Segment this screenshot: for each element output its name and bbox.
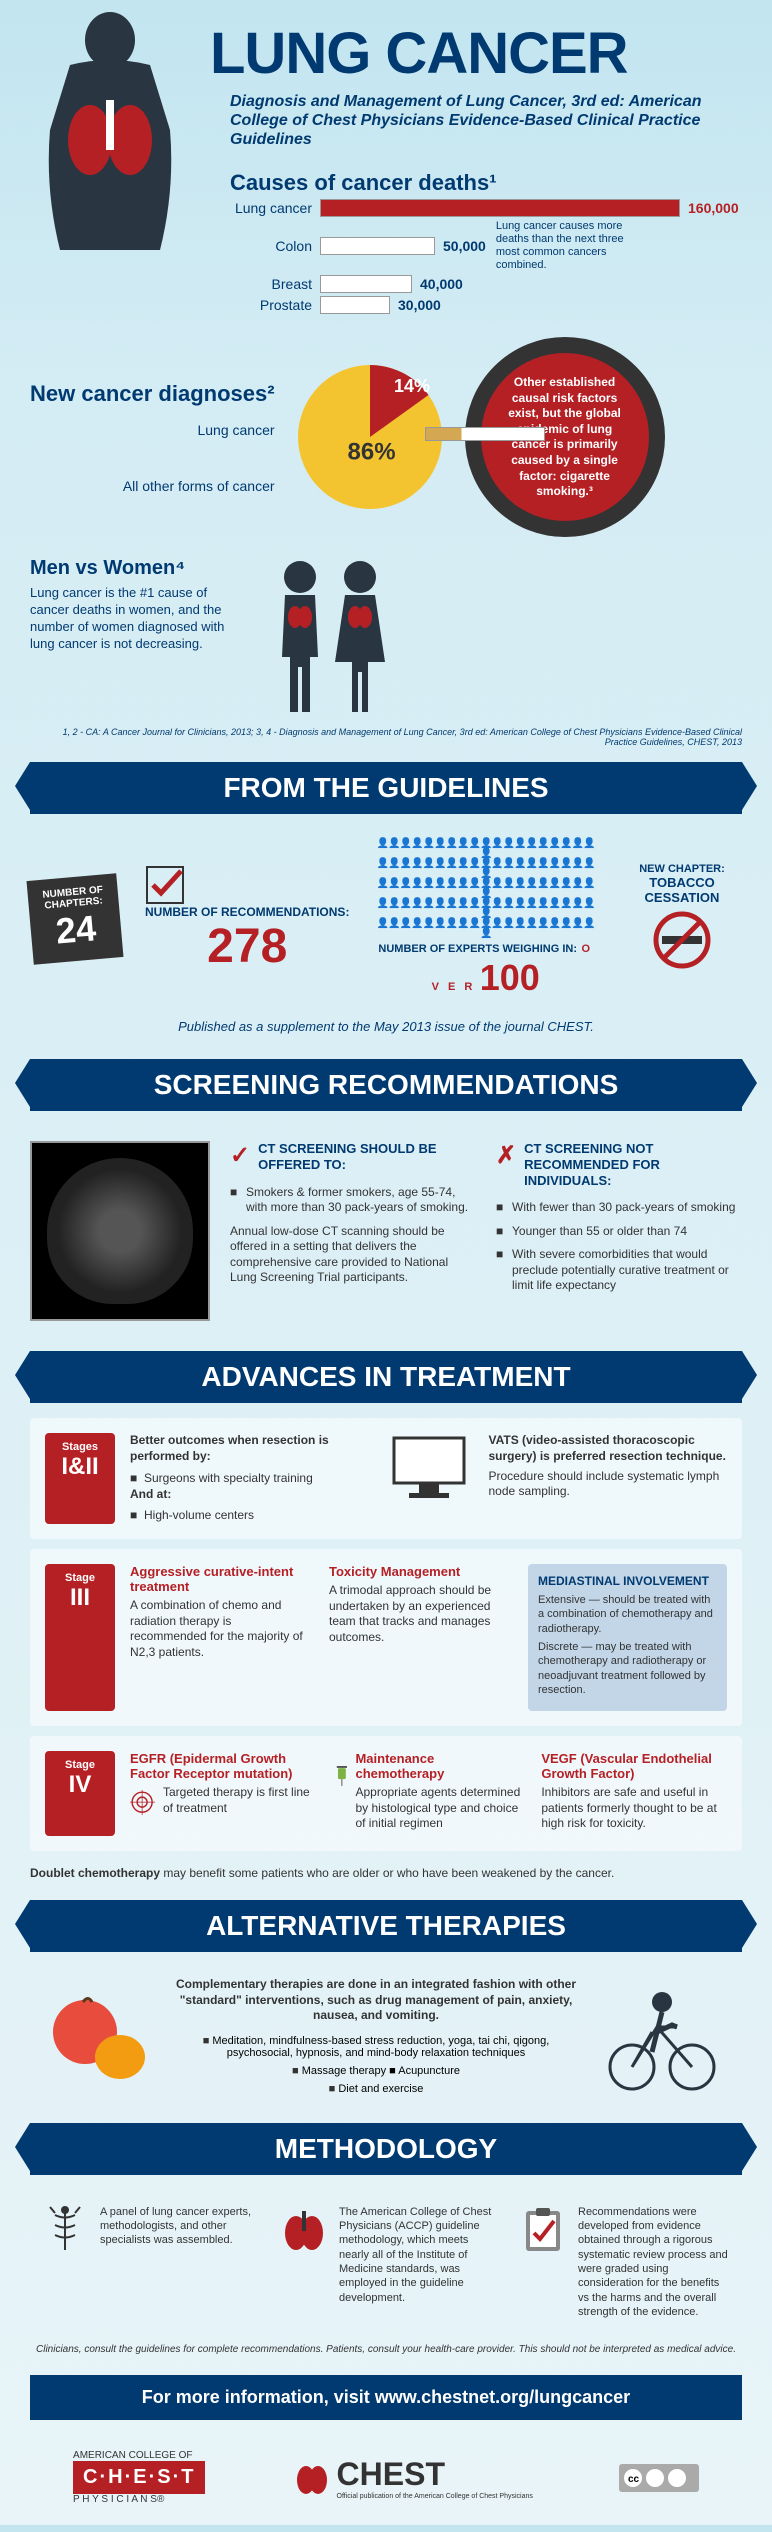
chapters-badge: NUMBER OF CHAPTERS: 24 (27, 874, 124, 966)
chest-lungs-icon (292, 2458, 332, 2498)
recs-count: NUMBER OF RECOMMENDATIONS: 278 (145, 865, 349, 974)
no-smoking-icon (652, 910, 712, 970)
causes-title: Causes of cancer deaths¹ (230, 170, 742, 196)
checkbox-icon (145, 865, 185, 905)
cc-license-icon: cc (619, 2464, 699, 2492)
causes-section: Causes of cancer deaths¹ Lung cancer160,… (230, 170, 742, 315)
tobacco-chapter: NEW CHAPTER: TOBACCO CESSATION (622, 863, 742, 975)
meth-col-1: A panel of lung cancer experts, methodol… (40, 2205, 254, 2319)
alt-therapies-text: Complementary therapies are done in an i… (170, 1977, 582, 2098)
banner-alt: ALTERNATIVE THERAPIES (30, 1900, 742, 1952)
cross-icon: ✗ (496, 1141, 516, 1170)
target-icon (130, 1785, 155, 1820)
torso-lungs-icon (20, 10, 200, 250)
stage-4: StageIV EGFR (Epidermal Growth Factor Re… (30, 1736, 742, 1851)
screening-offer: ✓CT SCREENING SHOULD BE OFFERED TO: Smok… (230, 1141, 476, 1321)
monitor-icon (389, 1433, 469, 1503)
men-women-text: Men vs Women⁴ Lung cancer is the #1 caus… (30, 557, 230, 717)
pie-chart: 14% 86% (295, 362, 445, 512)
cyclist-icon (602, 1977, 722, 2097)
screening-not-rec: ✗CT SCREENING NOT RECOMMENDED FOR INDIVI… (496, 1141, 742, 1321)
banner-advances: ADVANCES IN TREATMENT (30, 1351, 742, 1403)
meth-col-2: The American College of Chest Physicians… (279, 2205, 493, 2319)
meth-col-3: Recommendations were developed from evid… (518, 2205, 732, 2319)
accp-logo: AMERICAN COLLEGE OF C·H·E·S·T P H Y S I … (73, 2450, 205, 2505)
fruit-icon (50, 1987, 150, 2087)
stage-3: StageIII Aggressive curative-intent trea… (30, 1549, 742, 1726)
bar-row: Colon50,000Lung cancer causes more death… (230, 220, 742, 273)
ct-scan-image (30, 1141, 210, 1321)
experts-count: 👤👤👤👤👤👤👤👤👤👤👤👤👤👤👤👤👤👤👤👤👤👤👤👤👤👤👤👤👤👤👤👤👤👤👤👤👤👤👤👤… (374, 839, 597, 999)
pub-note: Published as a supplement to the May 201… (0, 1009, 772, 1044)
main-title: LUNG CANCER (210, 20, 742, 87)
banner-screening: SCREENING RECOMMENDATIONS (30, 1059, 742, 1111)
couple-icon (260, 557, 400, 717)
banner-guidelines: FROM THE GUIDELINES (30, 762, 742, 814)
lungs-small-icon (279, 2205, 329, 2255)
chest-logo: CHEST Official publication of the Americ… (292, 2456, 533, 2500)
subtitle: Diagnosis and Management of Lung Cancer,… (230, 92, 742, 150)
diagnoses-text: New cancer diagnoses² Lung cancer All ot… (30, 381, 275, 494)
doublet-note: Doublet chemotherapy may benefit some pa… (0, 1861, 772, 1885)
bar-row: Prostate30,000 (230, 296, 742, 314)
citation: 1, 2 - CA: A Cancer Journal for Clinicia… (0, 727, 772, 747)
ashtray-graphic: Other established causal risk factors ex… (465, 337, 695, 537)
banner-methodology: METHODOLOGY (30, 2123, 742, 2175)
disclaimer: Clinicians, consult the guidelines for c… (0, 2334, 772, 2365)
cigarette-icon (425, 427, 545, 441)
caduceus-icon (40, 2205, 90, 2255)
footer: AMERICAN COLLEGE OF C·H·E·S·T P H Y S I … (0, 2430, 772, 2525)
info-banner: For more information, visit www.chestnet… (30, 2375, 742, 2420)
clipboard-icon (518, 2205, 568, 2255)
bar-row: Lung cancer160,000 (230, 199, 742, 217)
stage-1-2: StagesI&II Better outcomes when resectio… (30, 1418, 742, 1539)
svg-text:cc: cc (628, 2474, 640, 2485)
svg-text:86%: 86% (347, 439, 395, 466)
svg-text:14%: 14% (394, 376, 430, 396)
bar-row: Breast40,000 (230, 275, 742, 293)
iv-bag-icon (336, 1751, 348, 1801)
check-icon: ✓ (230, 1141, 250, 1170)
